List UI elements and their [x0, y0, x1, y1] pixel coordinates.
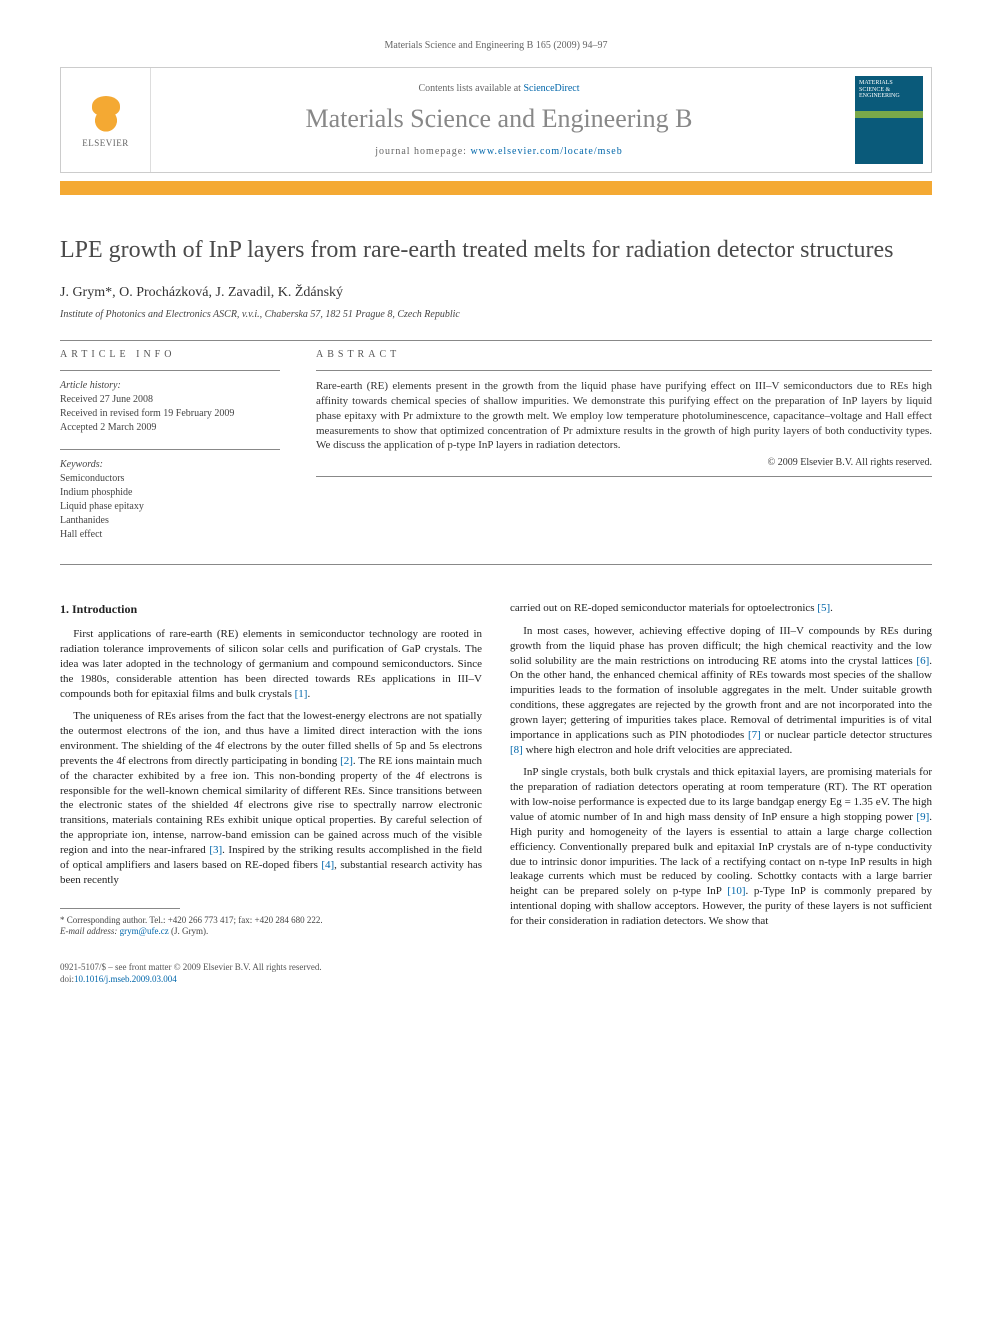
history-accepted: Accepted 2 March 2009 [60, 421, 280, 435]
keyword: Semiconductors [60, 472, 280, 486]
journal-cover-cell: MATERIALS SCIENCE & ENGINEERING [847, 68, 931, 172]
author-list: J. Grym*, O. Procházková, J. Zavadil, K.… [60, 285, 932, 301]
divider [60, 340, 932, 341]
section-heading: 1. Introduction [60, 601, 482, 617]
footer-line1: 0921-5107/$ – see front matter © 2009 El… [60, 962, 932, 974]
homepage-prefix: journal homepage: [375, 146, 470, 157]
footnote-separator [60, 908, 180, 909]
publisher-name: ELSEVIER [82, 138, 129, 148]
history-label: Article history: [60, 379, 280, 393]
history-revised: Received in revised form 19 February 200… [60, 407, 280, 421]
keyword: Liquid phase epitaxy [60, 500, 280, 514]
page-footer: 0921-5107/$ – see front matter © 2009 El… [60, 962, 932, 985]
abstract-column: ABSTRACT Rare-earth (RE) elements presen… [316, 349, 932, 556]
sciencedirect-link[interactable]: ScienceDirect [523, 83, 579, 94]
footer-doi-link[interactable]: 10.1016/j.mseb.2009.03.004 [74, 974, 177, 984]
corresponding-author-footnote: * Corresponding author. Tel.: +420 266 7… [60, 915, 482, 938]
body-column-right: carried out on RE-doped semiconductor ma… [510, 601, 932, 938]
article-info-column: ARTICLE INFO Article history: Received 2… [60, 349, 280, 556]
footnote-email-label: E-mail address: [60, 926, 120, 936]
running-header: Materials Science and Engineering B 165 … [60, 40, 932, 51]
orange-divider [60, 181, 932, 195]
footnote-email-link[interactable]: grym@ufe.cz [120, 926, 169, 936]
affiliation: Institute of Photonics and Electronics A… [60, 309, 932, 320]
history-received: Received 27 June 2008 [60, 393, 280, 407]
journal-name: Materials Science and Engineering B [306, 104, 693, 134]
divider [316, 370, 932, 371]
info-abstract-row: ARTICLE INFO Article history: Received 2… [60, 349, 932, 556]
keyword: Indium phosphide [60, 486, 280, 500]
keywords-label: Keywords: [60, 458, 280, 472]
article-history: Article history: Received 27 June 2008 R… [60, 379, 280, 435]
divider [60, 370, 280, 371]
homepage-line: journal homepage: www.elsevier.com/locat… [375, 146, 623, 157]
footnote-corr: * Corresponding author. Tel.: +420 266 7… [60, 915, 482, 927]
paragraph: In most cases, however, achieving effect… [510, 624, 932, 758]
footnote-email-suffix: (J. Grym). [169, 926, 209, 936]
keyword: Lanthanides [60, 514, 280, 528]
footer-doi-prefix: doi: [60, 974, 74, 984]
article-info-label: ARTICLE INFO [60, 349, 280, 360]
body-column-left: 1. Introduction First applications of ra… [60, 601, 482, 938]
contents-prefix: Contents lists available at [418, 83, 523, 94]
divider [316, 476, 932, 477]
publisher-logo-cell: ELSEVIER [61, 68, 151, 172]
body-two-column: 1. Introduction First applications of ra… [60, 601, 932, 938]
journal-cover-thumbnail: MATERIALS SCIENCE & ENGINEERING [855, 76, 923, 164]
homepage-link[interactable]: www.elsevier.com/locate/mseb [470, 146, 622, 157]
paragraph: InP single crystals, both bulk crystals … [510, 765, 932, 928]
article-title: LPE growth of InP layers from rare-earth… [60, 235, 932, 265]
banner-center: Contents lists available at ScienceDirec… [151, 68, 847, 172]
paragraph: First applications of rare-earth (RE) el… [60, 627, 482, 701]
keyword: Hall effect [60, 528, 280, 542]
abstract-copyright: © 2009 Elsevier B.V. All rights reserved… [316, 457, 932, 468]
abstract-text: Rare-earth (RE) elements present in the … [316, 379, 932, 453]
divider [60, 449, 280, 450]
paragraph: carried out on RE-doped semiconductor ma… [510, 601, 932, 616]
elsevier-tree-icon [84, 92, 128, 136]
elsevier-logo: ELSEVIER [76, 90, 136, 150]
contents-line: Contents lists available at ScienceDirec… [418, 83, 579, 94]
journal-banner: ELSEVIER Contents lists available at Sci… [60, 67, 932, 173]
keywords-block: Keywords: Semiconductors Indium phosphid… [60, 458, 280, 542]
paragraph: The uniqueness of REs arises from the fa… [60, 709, 482, 887]
divider [60, 564, 932, 565]
abstract-label: ABSTRACT [316, 349, 932, 360]
